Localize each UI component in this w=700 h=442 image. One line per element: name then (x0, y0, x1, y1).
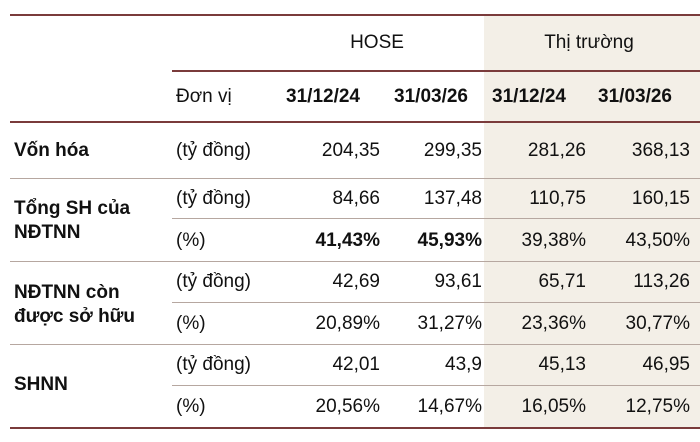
value-cell: 137,48 (423, 188, 482, 209)
value-cell: 160,15 (631, 188, 690, 209)
unit-cell: (%) (176, 313, 206, 334)
row-divider (10, 344, 700, 345)
header-bottom-border (10, 121, 700, 123)
table-top-border (10, 14, 700, 16)
value-cell: 46,95 (642, 354, 690, 375)
row-divider (10, 178, 700, 179)
value-cell: 30,77% (625, 313, 690, 334)
value-cell: 42,69 (332, 271, 380, 292)
sub-row-divider (172, 218, 700, 219)
value-cell: 20,89% (315, 313, 380, 334)
value-cell: 65,71 (538, 271, 586, 292)
unit-column-header: Đơn vị (176, 86, 232, 107)
date-header: 31/03/26 (598, 86, 672, 107)
group-header-hose: HOSE (350, 32, 404, 53)
value-cell: 368,13 (631, 140, 690, 161)
sub-row-divider (172, 302, 700, 303)
value-cell: 45,93% (417, 230, 482, 251)
group-header-market: Thị trường (544, 32, 634, 53)
value-cell: 281,26 (527, 140, 586, 161)
date-header: 31/12/24 (286, 86, 360, 107)
value-cell: 299,35 (423, 140, 482, 161)
value-cell: 113,26 (633, 271, 690, 292)
value-cell: 42,01 (332, 354, 380, 375)
unit-cell: (%) (176, 396, 206, 417)
market-column-shading (484, 14, 700, 428)
sub-row-divider (172, 385, 700, 386)
value-cell: 41,43% (315, 230, 380, 251)
row-label-foreign-ownership: Tổng SH của (14, 198, 131, 219)
value-cell: 204,35 (321, 140, 380, 161)
value-cell: 45,13 (538, 354, 586, 375)
date-header: 31/12/24 (492, 86, 566, 107)
value-cell: 12,75% (625, 396, 690, 417)
value-cell: 43,50% (625, 230, 690, 251)
value-cell: 31,27% (417, 313, 482, 334)
value-cell: 43,9 (445, 354, 482, 375)
row-label-market-cap: Vốn hóa (14, 140, 89, 161)
value-cell: 93,61 (434, 271, 482, 292)
value-cell: 39,38% (521, 230, 586, 251)
date-header: 31/03/26 (394, 86, 468, 107)
row-label-remaining-room-line2: được sở hữu (14, 306, 136, 327)
group-header-divider (172, 70, 700, 72)
value-cell: 23,36% (521, 313, 586, 334)
table-bottom-border (10, 427, 700, 429)
value-cell: 16,05% (521, 396, 586, 417)
value-cell: 110,75 (529, 188, 586, 209)
row-divider (10, 261, 700, 262)
unit-cell: (tỷ đồng) (176, 271, 251, 292)
row-label-state-ownership: SHNN (14, 374, 68, 395)
value-cell: 14,67% (417, 396, 482, 417)
unit-cell: (tỷ đồng) (176, 188, 251, 209)
unit-cell: (tỷ đồng) (176, 140, 251, 161)
unit-cell: (tỷ đồng) (176, 354, 251, 375)
value-cell: 20,56% (315, 396, 380, 417)
unit-cell: (%) (176, 230, 206, 251)
row-label-foreign-ownership-line2: NĐTNN (14, 222, 81, 243)
row-label-remaining-room: NĐTNN còn (14, 282, 120, 303)
value-cell: 84,66 (332, 188, 380, 209)
